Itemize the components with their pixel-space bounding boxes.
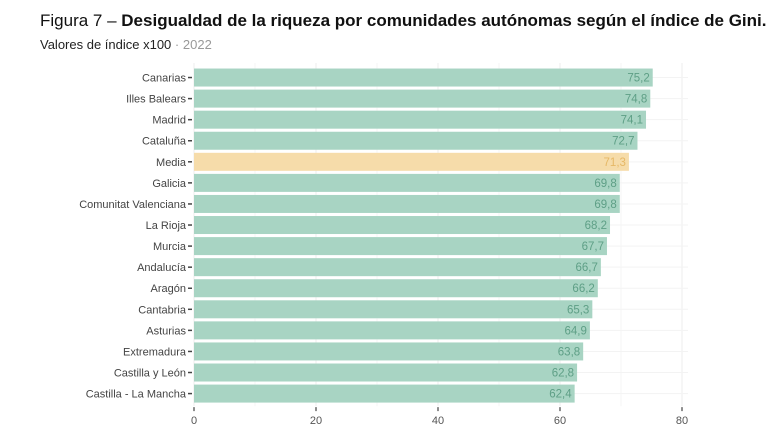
bar-value-label: 62,8	[552, 368, 574, 380]
category-label: Galicia	[152, 178, 187, 190]
category-label: Aragón	[151, 283, 186, 295]
bar-value-label: 74,1	[621, 115, 643, 127]
bar-value-label: 69,8	[594, 178, 616, 190]
bar	[194, 216, 611, 235]
x-tick-label: 80	[676, 415, 688, 427]
bar	[194, 194, 620, 213]
x-tick-label: 20	[310, 415, 322, 427]
bar	[194, 152, 629, 171]
bar	[194, 384, 575, 403]
category-label: Cantabria	[138, 304, 187, 316]
bar	[194, 363, 578, 382]
bar	[194, 173, 620, 192]
title-main: Desigualdad de la riqueza por comunidade…	[121, 11, 767, 30]
bar-value-label: 72,7	[612, 136, 634, 148]
bar	[194, 89, 651, 108]
bar-value-label: 62,4	[549, 389, 572, 401]
bar	[194, 68, 653, 87]
bar-value-label: 69,8	[594, 199, 616, 211]
bar-value-label: 64,9	[564, 325, 586, 337]
bar	[194, 237, 607, 256]
bar-value-label: 63,8	[558, 346, 580, 358]
bar	[194, 258, 601, 277]
category-label: Canarias	[142, 73, 187, 85]
category-label: Andalucía	[137, 262, 187, 274]
subtitle-text: Valores de índice x100	[40, 37, 172, 52]
subtitle-separator: ·	[174, 37, 180, 52]
bar-value-label: 66,7	[575, 262, 597, 274]
category-label: La Rioja	[146, 220, 187, 232]
category-label: Castilla y León	[114, 368, 186, 380]
bar-value-label: 68,2	[585, 220, 607, 232]
bar	[194, 131, 638, 150]
category-label: Illes Balears	[126, 94, 186, 106]
category-label: Extremadura	[123, 346, 187, 358]
bar-value-label: 71,3	[604, 157, 626, 169]
category-label: Madrid	[152, 115, 186, 127]
x-tick-label: 0	[191, 415, 197, 427]
bar	[194, 342, 584, 361]
subtitle-year: 2022	[182, 37, 212, 52]
category-label: Media	[156, 157, 187, 169]
category-label: Murcia	[153, 241, 187, 253]
category-label: Comunitat Valenciana	[79, 199, 187, 211]
title-prefix: Figura 7 –	[40, 11, 117, 30]
chart-title: Figura 7 – Desigualdad de la riqueza por…	[40, 11, 766, 31]
x-tick-label: 60	[554, 415, 566, 427]
bar	[194, 321, 590, 340]
category-label: Cataluña	[142, 136, 187, 148]
bar-value-label: 67,7	[582, 241, 604, 253]
bar-value-label: 74,8	[625, 94, 647, 106]
bar	[194, 279, 598, 298]
bar	[194, 110, 647, 129]
bar-value-label: 66,2	[572, 283, 594, 295]
bar-value-label: 75,2	[627, 73, 649, 85]
category-label: Asturias	[146, 325, 186, 337]
category-label: Castilla - La Mancha	[86, 389, 187, 401]
bar-value-label: 65,3	[567, 304, 589, 316]
bar	[194, 300, 593, 319]
chart-subtitle: Valores de índice x100 · 2022	[40, 37, 212, 52]
x-tick-label: 40	[432, 415, 444, 427]
